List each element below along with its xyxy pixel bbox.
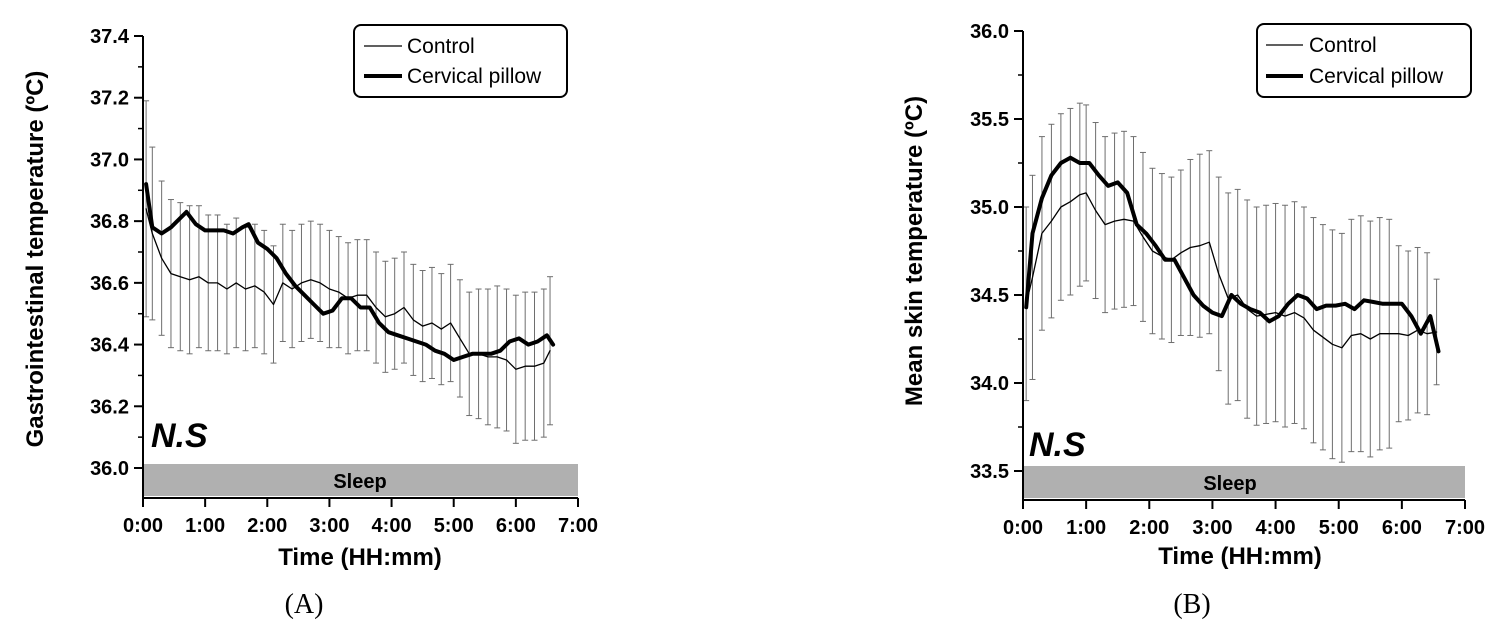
series-lines-b <box>1024 155 1441 354</box>
x-tick-label: 3:00 <box>1192 517 1232 539</box>
legend-label-control-b: Control <box>1309 34 1377 57</box>
x-tick-label: 6:00 <box>1382 517 1422 539</box>
x-tick-label: 5:00 <box>1319 517 1359 539</box>
y-tick-label: 36.6 <box>90 273 129 295</box>
x-tick-label: 7:00 <box>558 515 598 537</box>
y-axis-title-a: Gastrointestinal temperature (ºC) <box>22 71 49 448</box>
legend-label-pillow-a: Cervical pillow <box>407 65 542 88</box>
sleep-band-a <box>143 464 578 496</box>
series-line-pillow <box>144 182 556 362</box>
y-tick-label: 36.0 <box>970 21 1009 43</box>
y-axis-title-b: Mean skin temperature (ºC) <box>901 96 928 406</box>
series-line-control <box>1025 192 1438 349</box>
panel-label-a: (A) <box>285 589 324 620</box>
ns-annotation-b: N.S <box>1029 426 1086 464</box>
y-tick-label: 34.5 <box>970 285 1009 307</box>
x-tick-label: 2:00 <box>247 515 287 537</box>
y-tick-label: 36.8 <box>90 211 129 233</box>
legend-label-pillow-b: Cervical pillow <box>1309 65 1444 88</box>
y-tick-label: 37.4 <box>90 26 130 48</box>
legend-label-control-a: Control <box>407 35 475 58</box>
x-tick-label: 7:00 <box>1445 517 1485 539</box>
y-tick-label: 33.5 <box>970 461 1009 483</box>
x-tick-label: 2:00 <box>1129 517 1169 539</box>
chart-a: Sleep 36.0 36.2 36.4 36.6 36.8 37.0 37.2 37.4 0… <box>22 24 598 620</box>
x-ticks-a: 0:00 1:00 2:00 3:00 4:00 5:00 6:00 7:00 <box>123 498 598 537</box>
legend-b: Control Cervical pillow <box>1256 23 1472 98</box>
x-tick-label: 5:00 <box>434 515 474 537</box>
x-axis-title-a: Time (HH:mm) <box>278 544 442 571</box>
legend-a: Control Cervical pillow <box>353 24 568 98</box>
x-tick-label: 3:00 <box>309 515 349 537</box>
error-bars-a <box>143 100 554 444</box>
legend-box-b <box>1256 23 1472 98</box>
x-tick-label: 1:00 <box>185 515 225 537</box>
series-lines-a <box>144 182 556 370</box>
sleep-label-a: Sleep <box>333 471 386 493</box>
series-line-pillow <box>1024 155 1441 354</box>
chart-b: Sleep 33.5 34.0 34.5 35.0 35.5 36.0 0:00 1:00 2… <box>901 21 1485 620</box>
x-tick-label: 0:00 <box>123 515 163 537</box>
y-tick-label: 37.2 <box>90 88 129 110</box>
sleep-band-b <box>1023 466 1465 498</box>
x-tick-label: 4:00 <box>372 515 412 537</box>
y-tick-label: 36.4 <box>90 335 130 357</box>
sleep-label-b: Sleep <box>1203 473 1256 495</box>
x-tick-label: 1:00 <box>1066 517 1106 539</box>
error-bars-b <box>1023 102 1440 463</box>
y-ticks-a: 36.0 36.2 36.4 36.6 36.8 37.0 37.2 37.4 <box>90 26 143 480</box>
y-tick-label: 37.0 <box>90 149 129 171</box>
y-tick-label: 36.2 <box>90 396 129 418</box>
panel-label-b: (B) <box>1173 589 1210 620</box>
x-axis-title-b: Time (HH:mm) <box>1158 543 1322 570</box>
legend-box-a <box>353 24 568 98</box>
y-tick-label: 35.5 <box>970 109 1009 131</box>
x-tick-label: 6:00 <box>496 515 536 537</box>
y-tick-label: 35.0 <box>970 197 1009 219</box>
y-tick-label: 34.0 <box>970 373 1009 395</box>
y-ticks-b: 33.5 34.0 34.5 35.0 35.5 36.0 <box>970 21 1023 483</box>
y-tick-label: 36.0 <box>90 458 129 480</box>
x-ticks-b: 0:00 1:00 2:00 3:00 4:00 5:00 6:00 7:00 <box>1003 500 1485 539</box>
x-tick-label: 0:00 <box>1003 517 1043 539</box>
ns-annotation-a: N.S <box>151 417 208 455</box>
x-tick-label: 4:00 <box>1256 517 1296 539</box>
